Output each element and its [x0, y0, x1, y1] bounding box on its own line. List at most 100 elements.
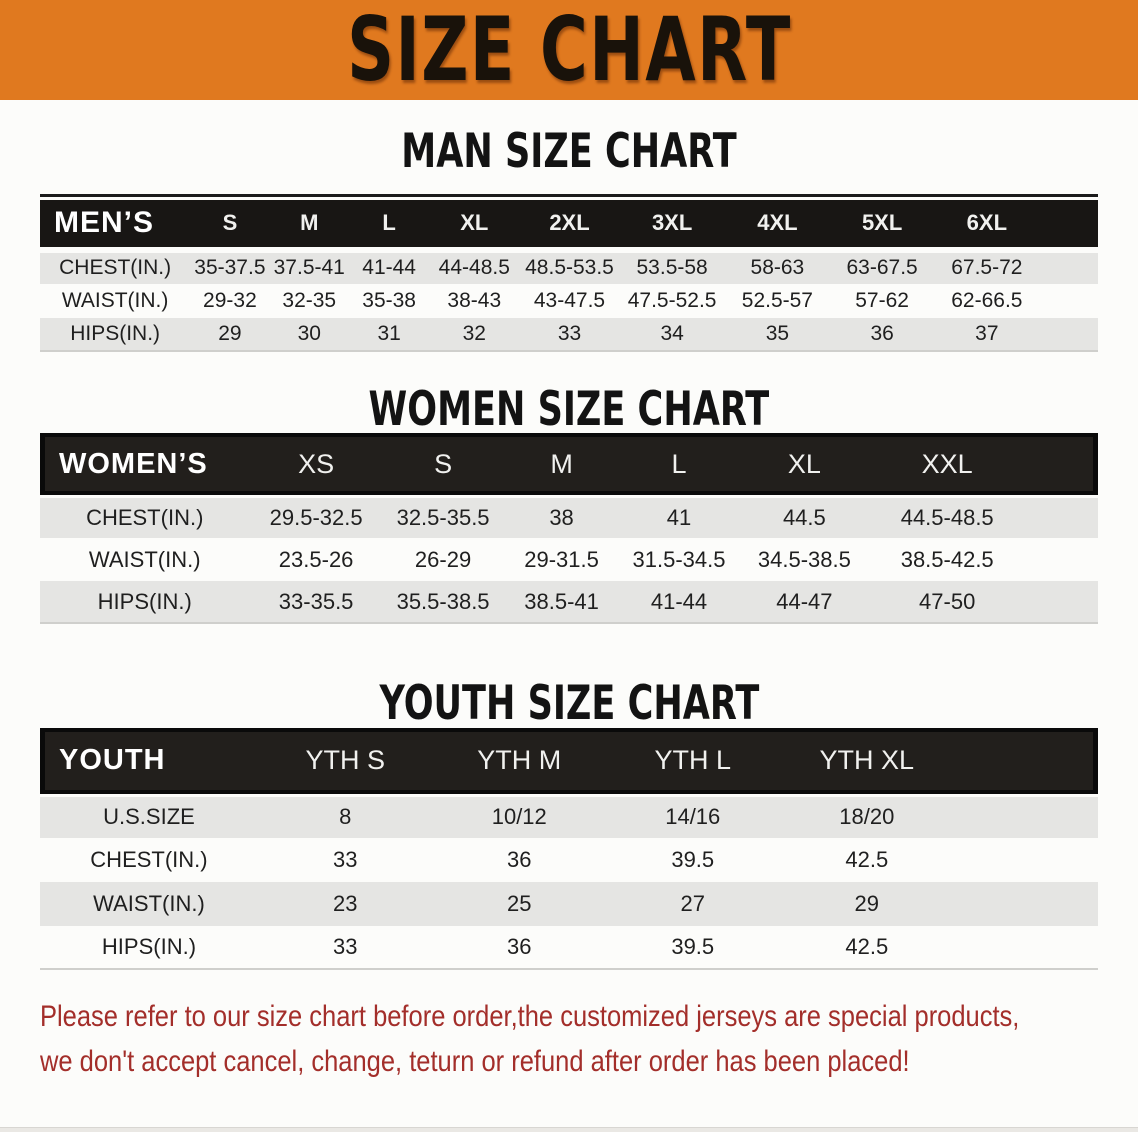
women-size-column-header-5: XXL — [870, 433, 1024, 495]
youth-section-heading: YOUTH SIZE CHART — [0, 674, 1138, 731]
men-size-column-header-0: S — [190, 199, 270, 250]
size-value-cell: 32.5-35.5 — [382, 495, 504, 538]
spacer-cell — [954, 838, 1098, 882]
size-value-cell: 18/20 — [779, 793, 955, 838]
size-value-cell: 33-35.5 — [249, 581, 383, 624]
size-value-cell: 35 — [724, 317, 831, 352]
size-value-cell: 39.5 — [671, 846, 715, 872]
size-value-cell: 53.5-58 — [619, 249, 725, 284]
youth-header-row: YOUTH YTH S YTH M YTH L YTH XL — [40, 727, 1098, 794]
spacer-cell — [1023, 433, 1098, 495]
youth-size-table: YOUTH YTH S YTH M YTH L YTH XL U.S.SIZE 8 10/12… — [40, 727, 1098, 970]
size-value-cell: 47.5-52.5 — [627, 288, 717, 312]
youth-size-column-header-0: YTH S — [257, 727, 433, 794]
size-value-cell: 41 — [619, 495, 739, 538]
size-value-cell: 58-63 — [724, 249, 831, 284]
spacer-cell — [954, 926, 1098, 970]
size-value-cell: 38.5-41 — [503, 581, 620, 624]
youth-size-column-header-1: YTH M — [432, 727, 606, 794]
spacer-cell — [1039, 199, 1098, 250]
measure-row-label: WAIST(IN.) — [61, 288, 169, 312]
size-value-cell: 37 — [933, 317, 1040, 352]
measure-row-label: HIPS(IN.) — [40, 581, 250, 624]
measure-row-label: WAIST(IN.) — [40, 881, 258, 926]
youth-size-column-header-3: YTH XL — [779, 727, 955, 794]
men-table-top-rule — [40, 193, 1098, 197]
measure-row-label: CHEST(IN.) — [40, 249, 191, 284]
size-value-cell: 31 — [348, 317, 430, 352]
size-value-cell: 30 — [269, 317, 349, 352]
men-section-heading-text: MAN SIZE CHART — [401, 122, 737, 179]
men-measure-row-1: WAIST(IN.) 29-32 32-35 35-38 38-43 43-47.5 47.… — [40, 284, 1098, 318]
size-value-cell: 29.5-32.5 — [249, 495, 383, 538]
size-value-cell: 42.5 — [845, 846, 889, 872]
size-value-cell: 57-62 — [855, 288, 909, 312]
youth-measure-row-2: WAIST(IN.) 23 25 27 29 — [40, 881, 1098, 926]
bottom-edge-strip — [0, 1127, 1138, 1132]
size-value-cell: 41-44 — [348, 249, 430, 284]
spacer-cell — [1039, 317, 1098, 352]
size-chart-banner: SIZE CHART — [0, 0, 1138, 100]
women-size-column-header-0: XS — [249, 433, 383, 495]
size-value-cell: 32-35 — [282, 288, 337, 312]
women-measure-row-0: CHEST(IN.) 29.5-32.5 32.5-35.5 38 41 44.5 44.5… — [40, 495, 1098, 538]
men-measure-row-2: HIPS(IN.) 29 30 31 32 33 34 35 36 37 — [40, 317, 1098, 352]
size-value-cell: 32 — [429, 317, 520, 352]
women-size-column-header-3: L — [619, 433, 739, 495]
men-size-column-header-5: 3XL — [619, 199, 725, 250]
women-size-table: WOMEN’S XS S M L XL XXL CHEST(IN.) 29.5-32.5 32.5… — [40, 433, 1098, 624]
size-value-cell: 38.5-42.5 — [900, 546, 994, 572]
spacer-cell — [1024, 538, 1098, 581]
size-value-cell: 47-50 — [870, 581, 1024, 624]
size-value-cell: 10/12 — [432, 793, 606, 838]
youth-measure-row-1: CHEST(IN.) 33 36 39.5 42.5 — [40, 838, 1098, 882]
size-value-cell: 29-31.5 — [524, 546, 599, 572]
men-size-column-header-6: 4XL — [724, 199, 831, 250]
measure-row-label: HIPS(IN.) — [40, 926, 258, 970]
youth-section-heading-text: YOUTH SIZE CHART — [379, 674, 759, 731]
size-value-cell: 33 — [257, 926, 433, 970]
women-size-column-header-2: M — [503, 433, 620, 495]
spacer-cell — [954, 793, 1098, 838]
size-value-cell: 38 — [503, 495, 620, 538]
size-value-cell: 44.5-48.5 — [870, 495, 1024, 538]
size-value-cell: 44-47 — [738, 581, 871, 624]
size-value-cell: 8 — [257, 793, 433, 838]
size-value-cell: 34.5-38.5 — [757, 546, 851, 572]
size-value-cell: 67.5-72 — [933, 249, 1040, 284]
size-value-cell: 31.5-34.5 — [632, 546, 726, 572]
size-value-cell: 38-43 — [447, 288, 502, 312]
size-value-cell: 33 — [332, 846, 358, 872]
spacer-cell — [1023, 495, 1098, 538]
size-value-cell: 48.5-53.5 — [519, 249, 620, 284]
size-value-cell: 42.5 — [779, 926, 955, 970]
size-value-cell: 35.5-38.5 — [382, 581, 504, 624]
men-size-column-header-7: 5XL — [830, 199, 934, 250]
size-value-cell: 37.5-41 — [269, 249, 349, 284]
size-value-cell: 27 — [606, 881, 780, 926]
youth-measure-row-3: HIPS(IN.) 33 36 39.5 42.5 — [40, 926, 1098, 970]
measure-row-label: HIPS(IN.) — [40, 317, 191, 352]
men-size-column-header-4: 2XL — [519, 199, 620, 250]
disclaimer-text: Please refer to our size chart before or… — [40, 994, 1098, 1084]
size-value-cell: 44-48.5 — [429, 249, 520, 284]
disclaimer-line-1: Please refer to our size chart before or… — [40, 999, 1020, 1033]
women-section-heading-text: WOMEN SIZE CHART — [368, 380, 770, 436]
men-size-column-header-3: XL — [429, 199, 520, 250]
size-value-cell: 29-32 — [203, 288, 257, 312]
size-value-cell: 41-44 — [619, 581, 739, 624]
men-size-column-header-2: L — [348, 199, 430, 250]
measure-row-label: CHEST(IN.) — [90, 846, 208, 872]
men-table-title: MEN’S — [40, 199, 191, 250]
women-section-heading: WOMEN SIZE CHART — [0, 380, 1138, 436]
women-measure-row-2: HIPS(IN.) 33-35.5 35.5-38.5 38.5-41 41-44 44-… — [40, 581, 1098, 624]
spacer-cell — [1039, 249, 1098, 284]
women-size-column-header-4: XL — [738, 433, 871, 495]
spacer-cell — [954, 881, 1098, 926]
size-value-cell: 35-37.5 — [190, 249, 270, 284]
size-value-cell: 39.5 — [606, 926, 780, 970]
size-value-cell: 26-29 — [414, 546, 472, 572]
size-value-cell: 44.5 — [738, 495, 871, 538]
men-size-column-header-1: M — [269, 199, 349, 250]
size-value-cell: 29 — [779, 881, 955, 926]
